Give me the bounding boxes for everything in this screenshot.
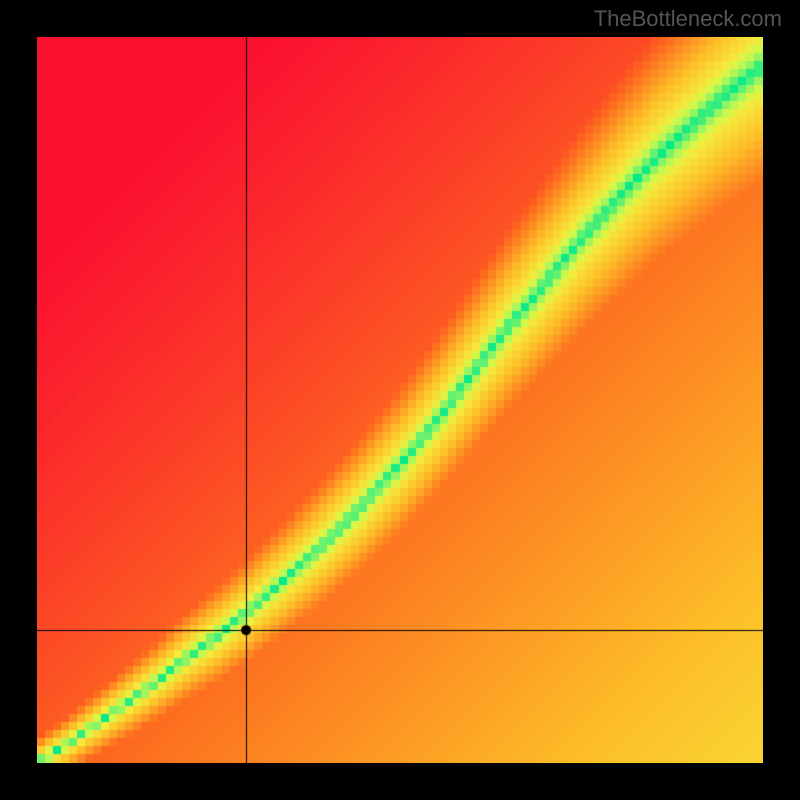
plot-area [37,37,763,763]
bottleneck-heatmap [37,37,763,763]
watermark-text: TheBottleneck.com [594,6,782,32]
chart-container: TheBottleneck.com [0,0,800,800]
